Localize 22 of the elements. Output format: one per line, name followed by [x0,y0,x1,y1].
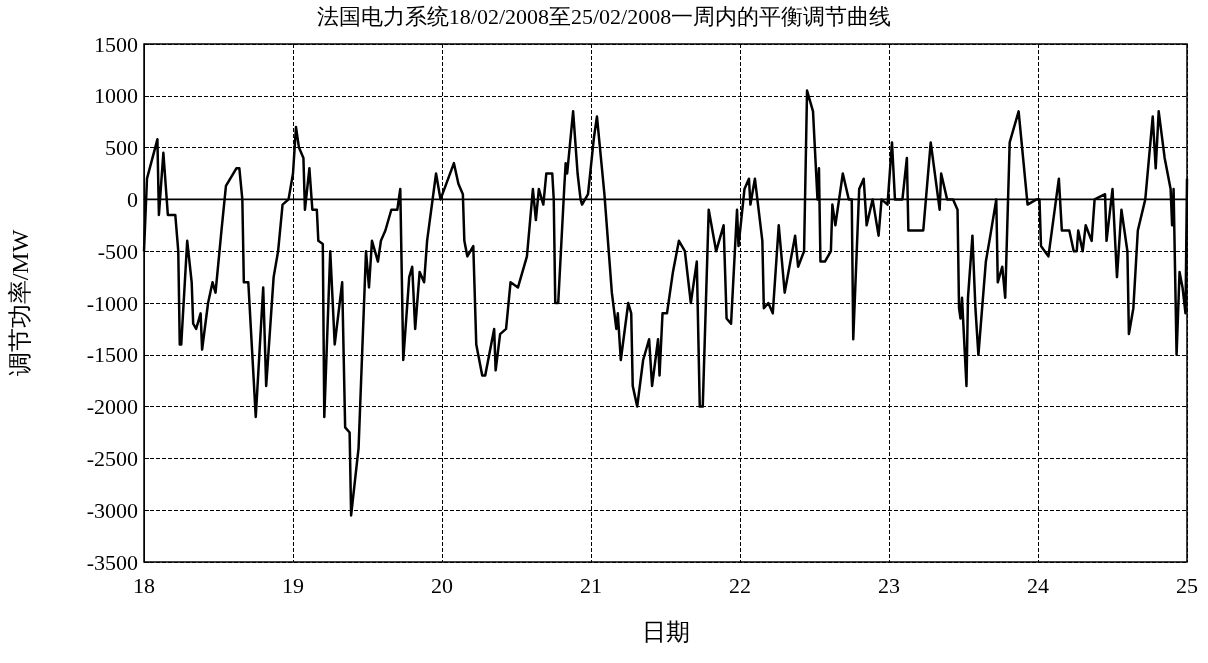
x-tick-label: 25 [1176,572,1198,598]
y-tick-label: -2500 [86,445,138,471]
chart-title: 法国电力系统18/02/2008至25/02/2008一周内的平衡调节曲线 [316,3,892,29]
y-axis-title: 调节功率/MW [7,229,33,377]
y-tick-label: 0 [127,186,138,212]
y-tick-label: -1500 [86,342,138,368]
y-tick-label: -1000 [86,290,138,316]
y-tick-label: -3000 [86,497,138,523]
x-tick-label: 20 [431,572,453,598]
x-tick-label: 19 [282,572,304,598]
y-tick-label: 500 [105,135,138,161]
x-tick-label: 18 [133,572,155,598]
x-tick-label: 23 [878,572,900,598]
x-tick-label: 24 [1027,572,1049,598]
y-tick-label: -500 [97,238,138,264]
y-tick-label: -2000 [86,394,138,420]
x-axis-title: 日期 [641,619,690,645]
x-tick-label: 21 [580,572,602,598]
x-tick-label: 22 [729,572,751,598]
y-tick-label: 1500 [94,31,138,57]
y-tick-label: -3500 [86,549,138,575]
y-tick-label: 1000 [94,83,138,109]
